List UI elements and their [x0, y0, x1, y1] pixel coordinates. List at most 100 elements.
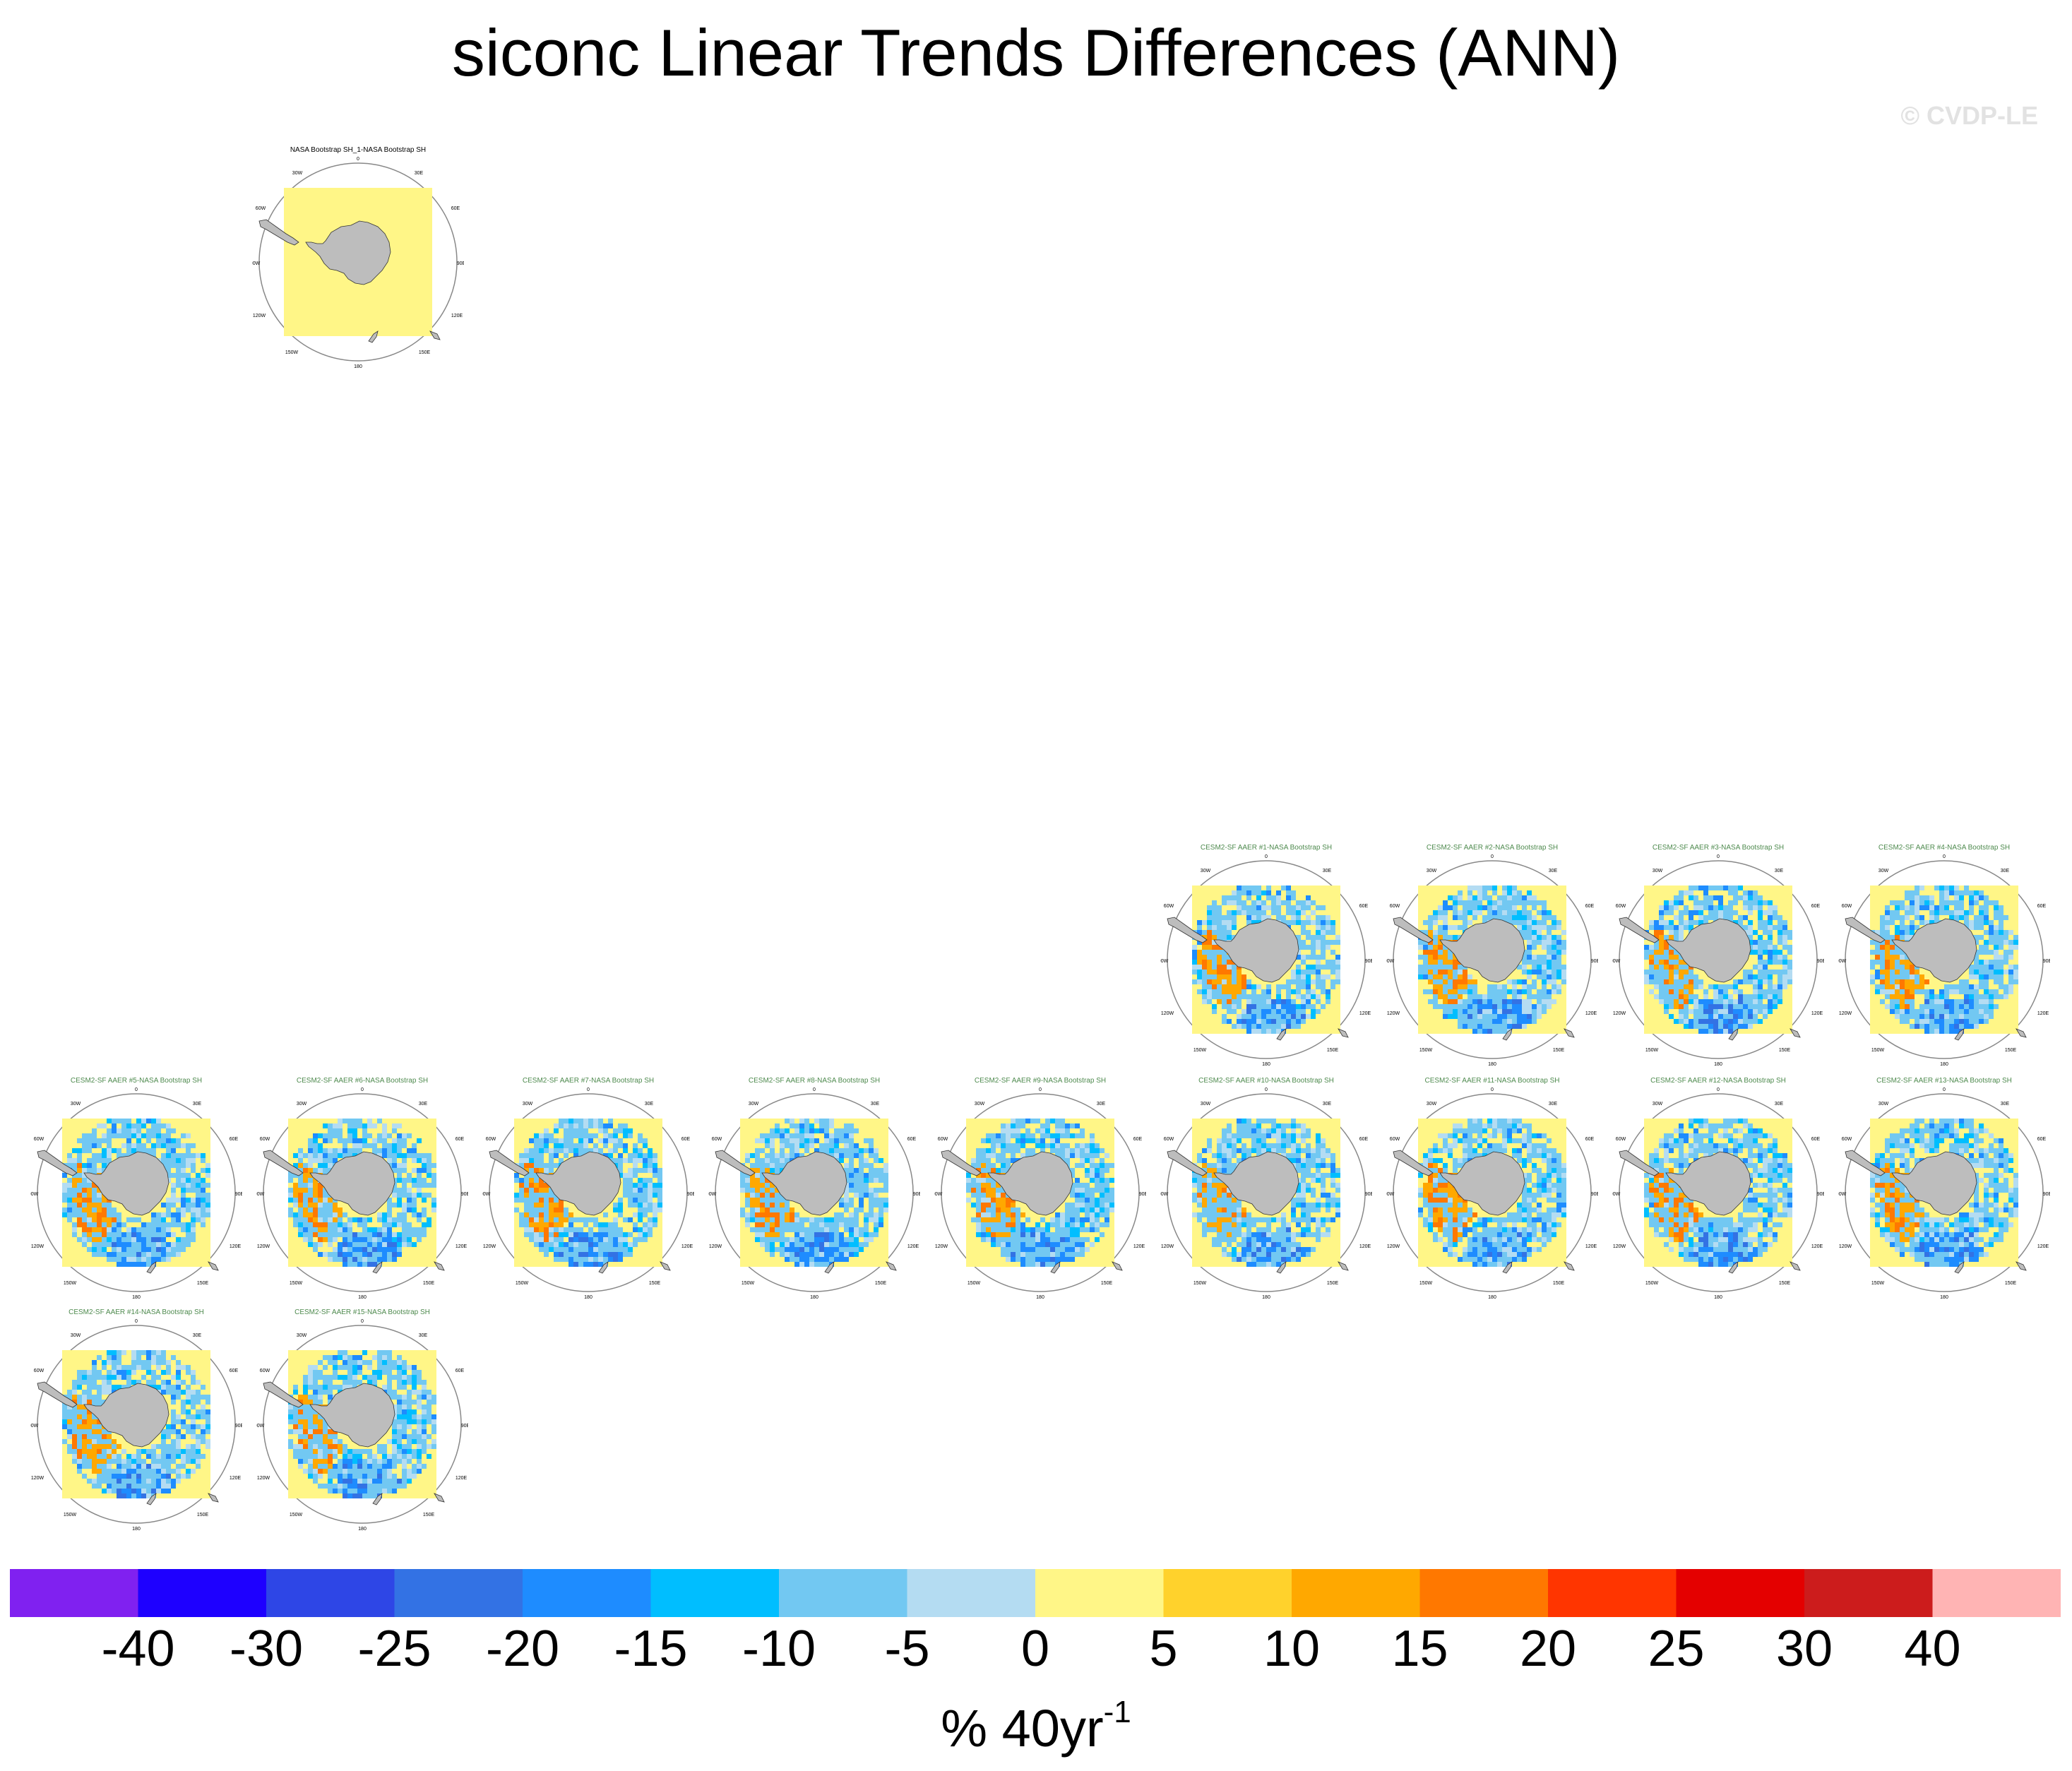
lon-label: 120W [1613, 1244, 1626, 1249]
lon-label: 150E [649, 1281, 661, 1286]
lon-label: 30W [1427, 869, 1437, 873]
map-panel-m8: CESM2-SF AAER #8-NASA Bootstrap SH 0 180 30… [708, 1077, 920, 1303]
map-panel-m13: CESM2-SF AAER #13-NASA Bootstrap SH 0 180 3… [1838, 1077, 2050, 1303]
lon-label: 120E [1811, 1011, 1823, 1016]
lon-label: 30W [1201, 1102, 1211, 1107]
polar-map: 0 180 30W 30E 60W 60E 90W 90E 120W 120E 150W 150E [1386, 854, 1598, 1066]
lon-label: 90E [1817, 959, 1824, 964]
lon-label: 60E [1811, 1137, 1821, 1142]
lon-label: 30E [2001, 1102, 2010, 1107]
lon-label: 150W [64, 1513, 77, 1517]
lon-label: 120E [2037, 1011, 2049, 1016]
lon-label: 60E [456, 1137, 465, 1142]
lon-label: 120E [230, 1244, 242, 1249]
colorbar-tick-label: -30 [229, 1621, 304, 1677]
lon-label: 120W [1387, 1011, 1400, 1016]
lon-label: 120E [456, 1244, 468, 1249]
polar-map: 0 180 30W 30E 60W 60E 90W 90E 120W 120E 150W 150E [252, 157, 464, 368]
lon-label: 150E [1779, 1281, 1791, 1286]
lon-label: 60W [938, 1137, 948, 1142]
colorbar-tick-label: 15 [1391, 1621, 1448, 1677]
panel-title: CESM2-SF AAER #12-NASA Bootstrap SH [1650, 1077, 1786, 1085]
colorbar-tick-label: 10 [1263, 1621, 1321, 1677]
colorbar-tick-label: 25 [1648, 1621, 1705, 1677]
lon-label: 150E [1779, 1048, 1791, 1053]
panel-title: CESM2-SF AAER #15-NASA Bootstrap SH [294, 1308, 430, 1316]
lon-label: 0 [361, 1087, 364, 1092]
lon-label: 150E [423, 1281, 435, 1286]
lon-label: 90W [30, 1424, 39, 1429]
lon-label: 150W [1419, 1048, 1433, 1053]
map-panel-m14: CESM2-SF AAER #14-NASA Bootstrap SH 0 180 3… [30, 1308, 242, 1534]
lon-label: 60W [1616, 904, 1626, 909]
lon-label: 150W [1645, 1281, 1659, 1286]
lon-label: 30E [419, 1102, 428, 1107]
lon-label: 150E [875, 1281, 887, 1286]
lon-label: 90W [1838, 1192, 1847, 1197]
lon-label: 30E [1323, 1102, 1332, 1107]
lon-label: 180 [132, 1295, 141, 1299]
lon-label: 150W [1419, 1281, 1433, 1286]
lon-label: 120E [2037, 1244, 2049, 1249]
lon-label: 90W [1838, 959, 1847, 964]
panel-title: CESM2-SF AAER #2-NASA Bootstrap SH [1426, 844, 1559, 852]
lon-label: 60W [1390, 904, 1400, 909]
map-panel-m11: CESM2-SF AAER #11-NASA Bootstrap SH 0 180 3… [1386, 1077, 1598, 1303]
lon-label: 30E [415, 171, 424, 176]
lon-label: 30W [1653, 1102, 1663, 1107]
panel-title: CESM2-SF AAER #11-NASA Bootstrap SH [1424, 1077, 1560, 1085]
lon-label: 150E [2005, 1048, 2017, 1053]
lon-label: 180 [1262, 1295, 1270, 1299]
lon-label: 180 [810, 1295, 818, 1299]
lon-label: 30W [749, 1102, 759, 1107]
lon-label: 60W [256, 206, 266, 211]
lon-label: 30E [193, 1102, 202, 1107]
lon-label: 150E [419, 350, 431, 355]
lon-label: 90W [1160, 1192, 1169, 1197]
lon-label: 0 [1491, 854, 1494, 859]
map-panel-m1: CESM2-SF AAER #1-NASA Bootstrap SH 0 180 30… [1160, 844, 1372, 1070]
lon-label: 180 [1488, 1062, 1496, 1066]
colorbar-segment [523, 1569, 651, 1617]
colorbar-segment [1292, 1569, 1420, 1617]
lon-label: 30E [1323, 869, 1332, 873]
lon-label: 90W [256, 1192, 265, 1197]
lon-label: 60W [260, 1137, 270, 1142]
lon-label: 150E [2005, 1281, 2017, 1286]
lon-label: 30W [1879, 869, 1889, 873]
lon-label: 150E [1553, 1048, 1565, 1053]
lon-label: 120W [31, 1476, 44, 1481]
lon-label: 0 [1265, 854, 1268, 859]
colorbar-segment [1035, 1569, 1164, 1617]
lon-label: 0 [1039, 1087, 1042, 1092]
lon-label: 30W [297, 1333, 307, 1338]
lon-label: 90W [934, 1192, 943, 1197]
lon-label: 120E [907, 1244, 919, 1249]
panel-title: CESM2-SF AAER #13-NASA Bootstrap SH [1876, 1077, 2012, 1085]
panel-title: CESM2-SF AAER #3-NASA Bootstrap SH [1652, 844, 1785, 852]
lon-label: 120W [1387, 1244, 1400, 1249]
lon-label: 150W [1193, 1048, 1207, 1053]
lon-label: 60W [34, 1368, 44, 1373]
lon-label: 180 [1940, 1062, 1948, 1066]
lon-label: 90E [457, 261, 464, 266]
lon-label: 120E [1585, 1244, 1597, 1249]
lon-label: 60E [2037, 904, 2047, 909]
polar-map: 0 180 30W 30E 60W 60E 90W 90E 120W 120E 150W 150E [256, 1087, 468, 1299]
map-panel-m4: CESM2-SF AAER #4-NASA Bootstrap SH 0 180 30… [1838, 844, 2050, 1070]
map-panel-m3: CESM2-SF AAER #3-NASA Bootstrap SH 0 180 30… [1612, 844, 1824, 1070]
lon-label: 150W [967, 1281, 981, 1286]
lon-label: 60E [1359, 904, 1369, 909]
lon-label: 180 [354, 364, 362, 368]
lon-label: 90E [461, 1192, 468, 1197]
lon-label: 120W [1161, 1244, 1174, 1249]
lon-label: 90E [1591, 959, 1598, 964]
lon-label: 90E [687, 1192, 694, 1197]
lon-label: 30W [71, 1333, 81, 1338]
polar-map: 0 180 30W 30E 60W 60E 90W 90E 120W 120E 150W 150E [1386, 1087, 1598, 1299]
lon-label: 120W [483, 1244, 496, 1249]
lon-label: 120E [1359, 1244, 1371, 1249]
lon-label: 90W [1612, 959, 1621, 964]
lon-label: 90E [1365, 959, 1372, 964]
panel-title: NASA Bootstrap SH_1-NASA Bootstrap SH [290, 146, 427, 154]
